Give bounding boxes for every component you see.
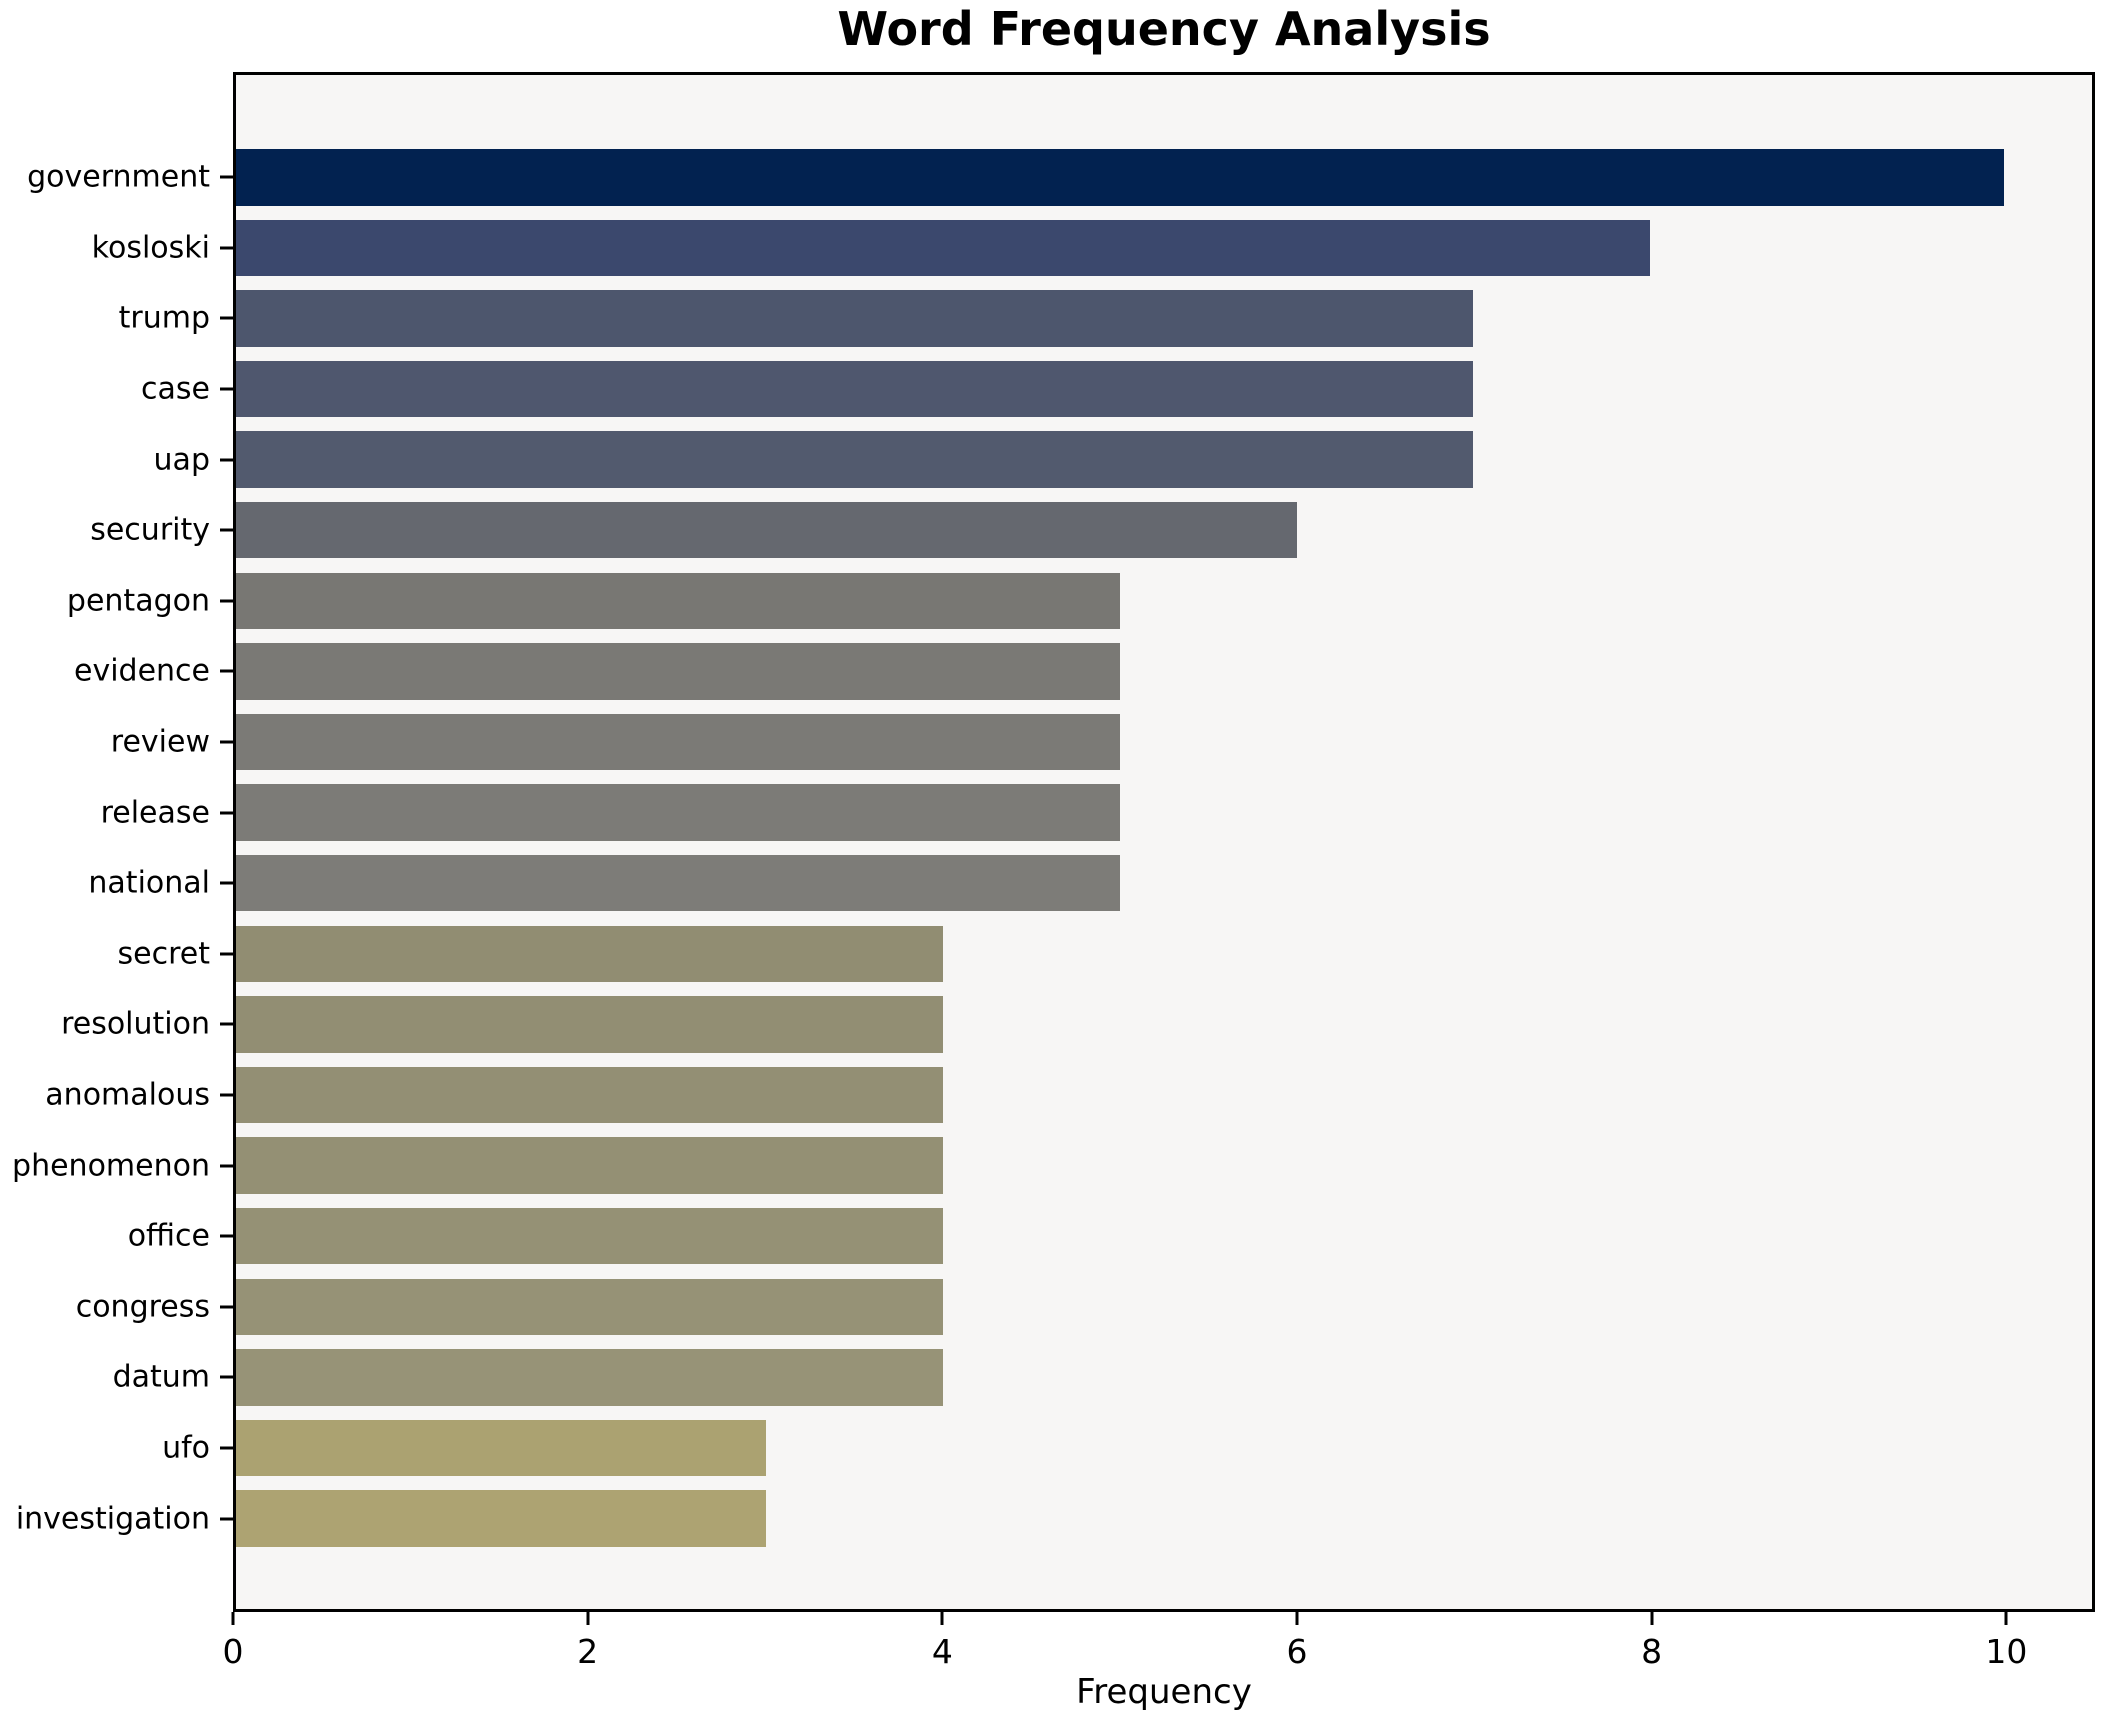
- y-tick-mark: [220, 669, 233, 673]
- bar-trump: [236, 290, 1474, 347]
- y-tick-label-phenomenon: phenomenon: [12, 1148, 210, 1184]
- x-tick-label: 2: [577, 1632, 599, 1671]
- bar-congress: [236, 1278, 944, 1335]
- bar-review: [236, 713, 1120, 771]
- y-tick-label-uap: uap: [153, 442, 210, 478]
- bar-national: [236, 854, 1120, 912]
- y-tick-mark: [220, 175, 233, 179]
- bar-evidence: [236, 643, 1120, 700]
- y-tick-mark: [220, 1446, 233, 1450]
- bar-release: [236, 784, 1120, 841]
- y-tick-label-security: security: [90, 512, 210, 548]
- y-tick-label-pentagon: pentagon: [66, 583, 210, 619]
- bar-row-resolution: resolution: [61, 989, 2092, 1060]
- bar-row-uap: uap: [154, 424, 2092, 495]
- y-tick-label-evidence: evidence: [73, 653, 210, 689]
- x-tick-label: 10: [1985, 1632, 2028, 1671]
- bar-row-government: government: [27, 142, 2092, 213]
- bar-row-anomalous: anomalous: [45, 1060, 2092, 1131]
- bar-row-congress: congress: [76, 1272, 2092, 1343]
- x-tick-label: 0: [222, 1632, 244, 1671]
- y-tick-label-trump: trump: [118, 300, 210, 336]
- y-tick-label-release: release: [100, 795, 210, 831]
- x-tick-mark: [1650, 1612, 1654, 1625]
- bar-row-release: release: [101, 777, 2092, 848]
- x-tick-mark: [1295, 1612, 1299, 1625]
- y-tick-label-review: review: [110, 724, 210, 760]
- bar-row-office: office: [128, 1201, 2092, 1272]
- y-tick-label-case: case: [141, 371, 210, 407]
- y-tick-mark: [220, 1305, 233, 1309]
- bar-row-national: national: [88, 848, 2092, 919]
- y-tick-mark: [220, 246, 233, 250]
- x-tick-label: 4: [931, 1632, 953, 1671]
- bar-security: [236, 501, 1297, 559]
- x-tick-mark: [231, 1612, 235, 1625]
- x-tick-label: 6: [1286, 1632, 1308, 1671]
- x-tick-mark: [940, 1612, 944, 1625]
- bar-row-review: review: [111, 707, 2092, 778]
- bar-office: [236, 1207, 944, 1265]
- y-tick-label-resolution: resolution: [61, 1006, 210, 1042]
- bars-container: government kosloski trump case uap security pe…: [12, 142, 2092, 1554]
- bar-phenomenon: [236, 1137, 944, 1194]
- y-tick-mark: [220, 599, 233, 603]
- y-tick-label-congress: congress: [75, 1289, 210, 1325]
- y-tick-mark: [220, 1093, 233, 1097]
- bar-kosloski: [236, 219, 1651, 277]
- plot-area: government kosloski trump case uap security pe…: [12, 72, 2095, 1612]
- bar-government: [236, 149, 2004, 206]
- y-tick-mark: [220, 458, 233, 462]
- bar-ufo: [236, 1419, 767, 1477]
- bar-row-security: security: [90, 495, 2092, 566]
- y-tick-mark: [220, 528, 233, 532]
- bar-row-datum: datum: [113, 1342, 2092, 1413]
- x-tick-label: 8: [1641, 1632, 1663, 1671]
- bar-row-pentagon: pentagon: [67, 566, 2092, 637]
- chart-title: Word Frequency Analysis: [837, 2, 1491, 56]
- y-tick-mark: [220, 387, 233, 391]
- y-tick-label-national: national: [88, 865, 210, 901]
- y-tick-mark: [220, 1164, 233, 1168]
- y-tick-mark: [220, 1517, 233, 1521]
- bar-pentagon: [236, 572, 1120, 630]
- bar-secret: [236, 925, 944, 983]
- bar-row-ufo: ufo: [162, 1413, 2092, 1484]
- y-tick-mark: [220, 881, 233, 885]
- bar-row-secret: secret: [118, 919, 2092, 990]
- y-tick-mark: [220, 952, 233, 956]
- bar-row-phenomenon: phenomenon: [12, 1130, 2092, 1201]
- y-tick-label-secret: secret: [117, 936, 210, 972]
- y-tick-label-kosloski: kosloski: [91, 230, 210, 266]
- y-tick-mark: [220, 1375, 233, 1379]
- bar-investigation: [236, 1490, 767, 1547]
- y-tick-label-investigation: investigation: [15, 1501, 210, 1537]
- bar-resolution: [236, 996, 944, 1053]
- y-tick-label-ufo: ufo: [162, 1430, 210, 1466]
- bar-case: [236, 360, 1474, 418]
- bar-row-evidence: evidence: [74, 636, 2092, 707]
- y-tick-mark: [220, 811, 233, 815]
- bar-row-kosloski: kosloski: [92, 213, 2092, 284]
- y-tick-label-datum: datum: [112, 1359, 210, 1395]
- y-tick-mark: [220, 316, 233, 320]
- y-tick-label-government: government: [27, 159, 210, 195]
- x-tick-mark: [586, 1612, 590, 1625]
- y-tick-mark: [220, 1022, 233, 1026]
- y-tick-mark: [220, 1234, 233, 1238]
- x-tick-mark: [2004, 1612, 2008, 1625]
- bar-row-case: case: [141, 354, 2092, 425]
- bar-row-investigation: investigation: [16, 1483, 2092, 1554]
- bar-anomalous: [236, 1066, 944, 1124]
- bar-datum: [236, 1349, 944, 1406]
- y-tick-mark: [220, 740, 233, 744]
- bar-uap: [236, 431, 1474, 488]
- y-tick-label-office: office: [127, 1218, 210, 1254]
- x-axis-title: Frequency: [1076, 1672, 1252, 1712]
- bar-row-trump: trump: [119, 283, 2092, 354]
- y-tick-label-anomalous: anomalous: [45, 1077, 210, 1113]
